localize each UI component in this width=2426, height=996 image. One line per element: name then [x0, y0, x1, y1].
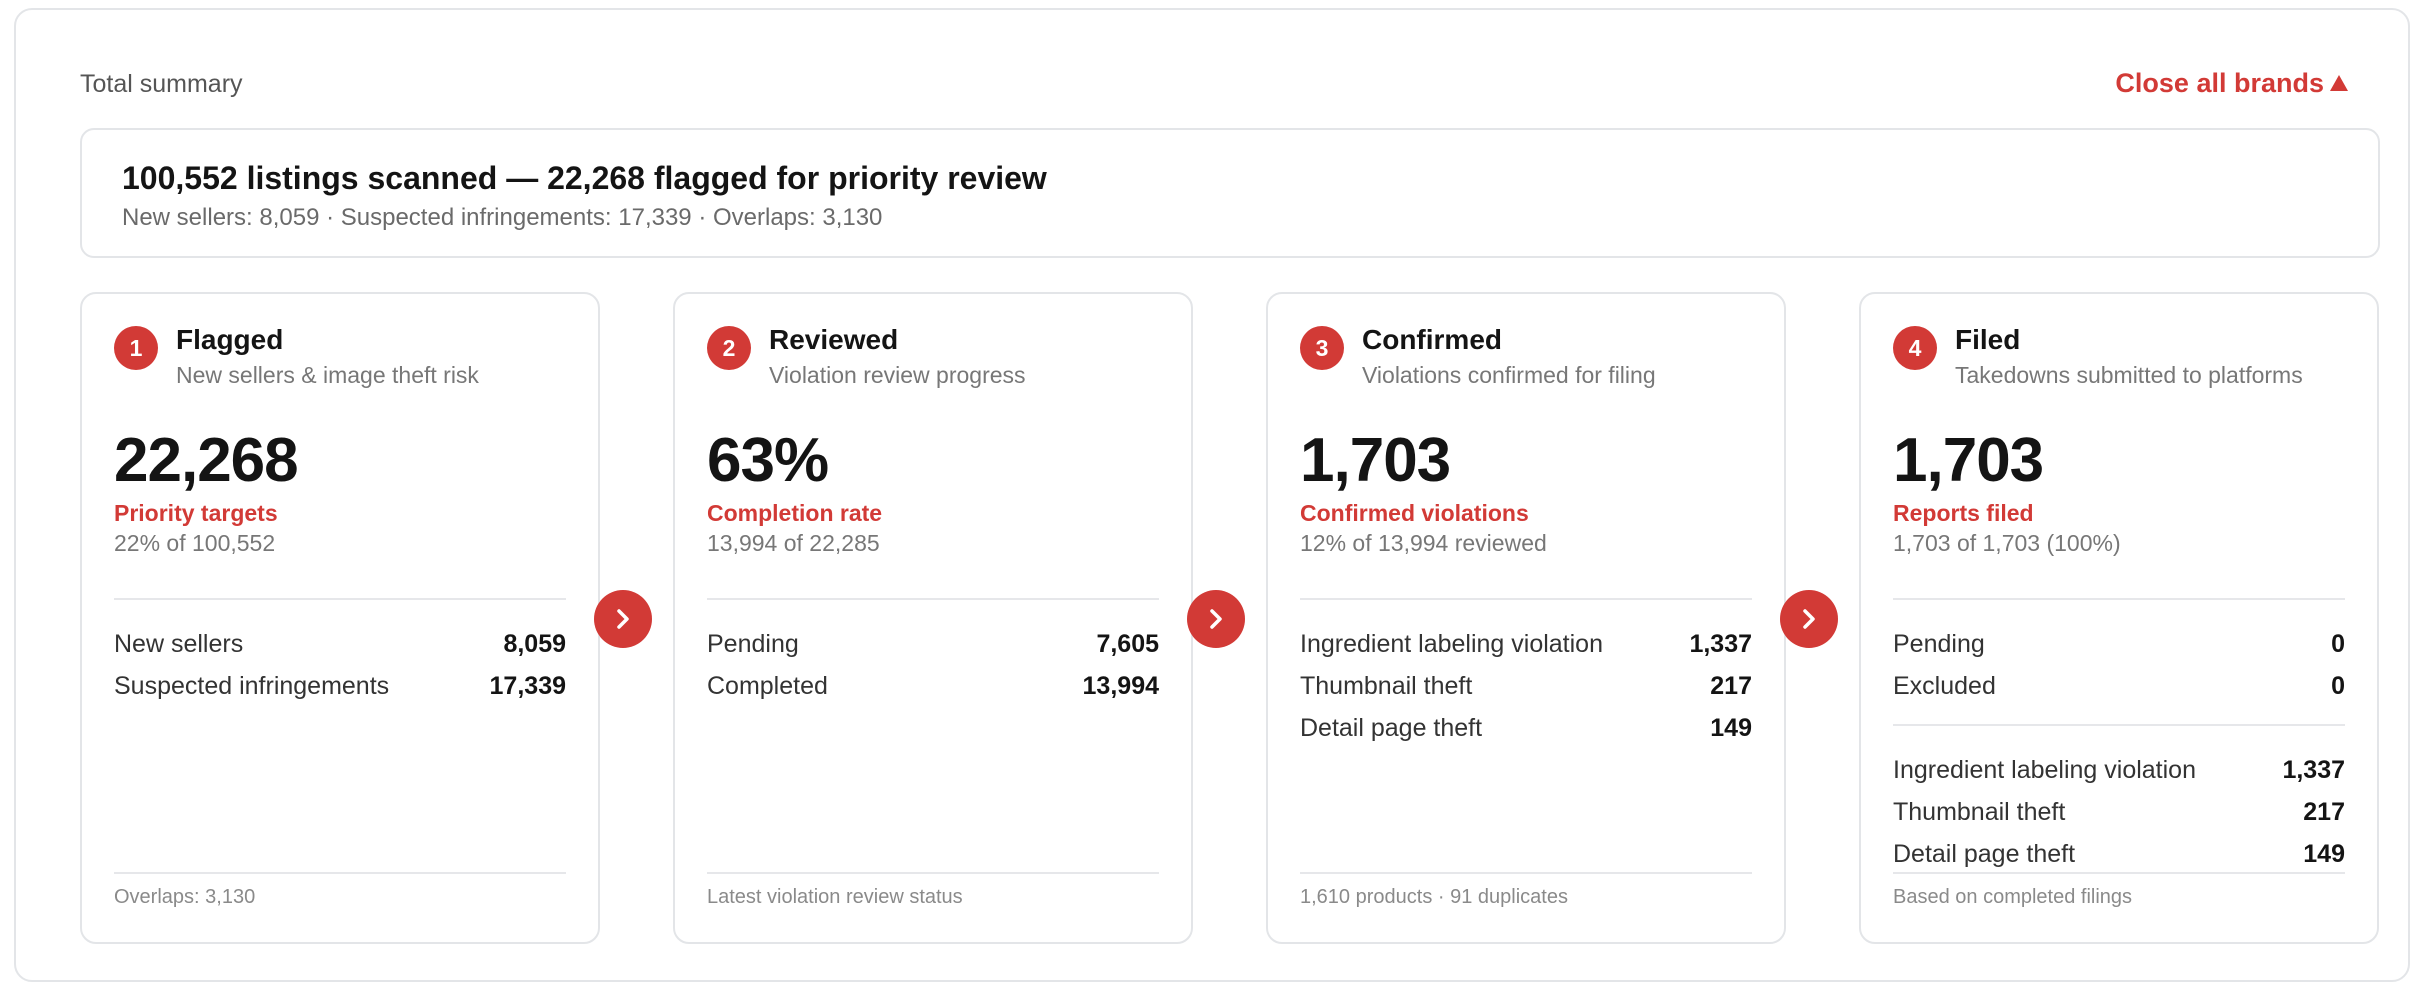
stat-row: Thumbnail theft 217 [1893, 792, 2345, 832]
stat-row: New sellers 8,059 [114, 624, 566, 664]
stat-value: 17,339 [489, 671, 566, 700]
next-step-button[interactable] [594, 590, 652, 648]
stat-row: Pending 7,605 [707, 624, 1159, 664]
card-footer: 1,610 products · 91 duplicates [1300, 886, 1568, 908]
step-card-reviewed: 2 Reviewed Violation review progress 63%… [673, 292, 1193, 944]
stat-row: Suspected infringements 17,339 [114, 666, 566, 706]
stat-value: 0 [2331, 629, 2345, 658]
step-subtitle: New sellers & image theft risk [176, 362, 479, 388]
stat-label: Detail page theft [1893, 839, 2076, 868]
stat-label: Thumbnail theft [1300, 671, 1473, 700]
divider [707, 598, 1159, 600]
card-footer: Overlaps: 3,130 [114, 886, 256, 908]
step-card-flagged: 1 Flagged New sellers & image theft risk… [80, 292, 600, 944]
card-footer: Based on completed filings [1893, 886, 2133, 908]
stat-label: Ingredient labeling violation [1893, 755, 2196, 784]
triangle-up-icon [2330, 74, 2348, 91]
footer-divider [114, 872, 566, 874]
close-all-brands-button[interactable]: Close all brands [2115, 68, 2348, 99]
summary-banner: 100,552 listings scanned — 22,268 flagge… [80, 128, 2380, 258]
stat-value: 1,337 [1689, 629, 1752, 658]
stat-row: Ingredient labeling violation 1,337 [1300, 624, 1752, 664]
next-step-button[interactable] [1187, 590, 1245, 648]
stat-label: Completed [707, 671, 828, 700]
step-big-number: 22,268 [114, 426, 299, 495]
stat-value: 0 [2331, 671, 2345, 700]
summary-title: Total summary [80, 70, 243, 98]
step-big-number: 1,703 [1893, 426, 2044, 495]
step-title: Flagged [176, 324, 284, 355]
stat-label: Suspected infringements [114, 671, 390, 700]
stat-value: 217 [1710, 671, 1752, 700]
footer-divider [707, 872, 1159, 874]
stat-label: Ingredient labeling violation [1300, 629, 1603, 658]
step-number-badge: 4 [1893, 326, 1937, 370]
stat-row: Ingredient labeling violation 1,337 [1893, 750, 2345, 790]
stat-row: Excluded 0 [1893, 666, 2345, 706]
step-subtitle: Violations confirmed for filing [1362, 362, 1656, 388]
stat-label: Pending [1893, 629, 1985, 658]
stat-row: Pending 0 [1893, 624, 2345, 664]
metric-label: Reports filed [1893, 500, 2034, 526]
stat-row: Detail page theft 149 [1300, 708, 1752, 748]
stat-value: 149 [2303, 839, 2345, 868]
next-step-button[interactable] [1780, 590, 1838, 648]
divider [1893, 598, 2345, 600]
banner-subtext: New sellers: 8,059 · Suspected infringem… [122, 204, 883, 231]
stat-value: 8,059 [503, 629, 566, 658]
step-subtitle: Violation review progress [769, 362, 1026, 388]
divider [114, 598, 566, 600]
step-subtitle: Takedowns submitted to platforms [1955, 362, 2303, 388]
metric-label: Completion rate [707, 500, 883, 526]
metric-subtext: 22% of 100,552 [114, 530, 276, 556]
step-number-badge: 2 [707, 326, 751, 370]
step-card-filed: 4 Filed Takedowns submitted to platforms… [1859, 292, 2379, 944]
divider [1893, 724, 2345, 726]
step-title: Confirmed [1362, 324, 1502, 355]
metric-label: Priority targets [114, 500, 278, 526]
stat-value: 217 [2303, 797, 2345, 826]
stat-value: 7,605 [1096, 629, 1159, 658]
divider [1300, 598, 1752, 600]
card-footer: Latest violation review status [707, 886, 963, 908]
metric-subtext: 12% of 13,994 reviewed [1300, 530, 1547, 556]
stat-label: Thumbnail theft [1893, 797, 2066, 826]
step-big-number: 63% [707, 426, 829, 495]
stat-label: Excluded [1893, 671, 1996, 700]
footer-divider [1893, 872, 2345, 874]
stat-label: New sellers [114, 629, 244, 658]
metric-subtext: 1,703 of 1,703 (100%) [1893, 530, 2121, 556]
metric-subtext: 13,994 of 22,285 [707, 530, 880, 556]
stat-row: Completed 13,994 [707, 666, 1159, 706]
footer-divider [1300, 872, 1752, 874]
chevron-right-icon [1803, 609, 1815, 629]
step-title: Reviewed [769, 324, 899, 355]
step-number-badge: 3 [1300, 326, 1344, 370]
stat-value: 13,994 [1082, 671, 1159, 700]
chevron-right-icon [1210, 609, 1222, 629]
close-all-brands-label: Close all brands [2115, 68, 2324, 98]
stat-value: 1,337 [2282, 755, 2345, 784]
stat-value: 149 [1710, 713, 1752, 742]
step-big-number: 1,703 [1300, 426, 1451, 495]
summary-panel: Total summary Close all brands 100,552 l… [14, 8, 2410, 982]
step-card-confirmed: 3 Confirmed Violations confirmed for fil… [1266, 292, 1786, 944]
step-number-badge: 1 [114, 326, 158, 370]
stat-row: Detail page theft 149 [1893, 834, 2345, 874]
stat-label: Pending [707, 629, 799, 658]
chevron-right-icon [617, 609, 629, 629]
stat-label: Detail page theft [1300, 713, 1483, 742]
banner-headline: 100,552 listings scanned — 22,268 flagge… [122, 160, 1047, 196]
stat-row: Thumbnail theft 217 [1300, 666, 1752, 706]
step-title: Filed [1955, 324, 2021, 355]
metric-label: Confirmed violations [1300, 500, 1529, 526]
